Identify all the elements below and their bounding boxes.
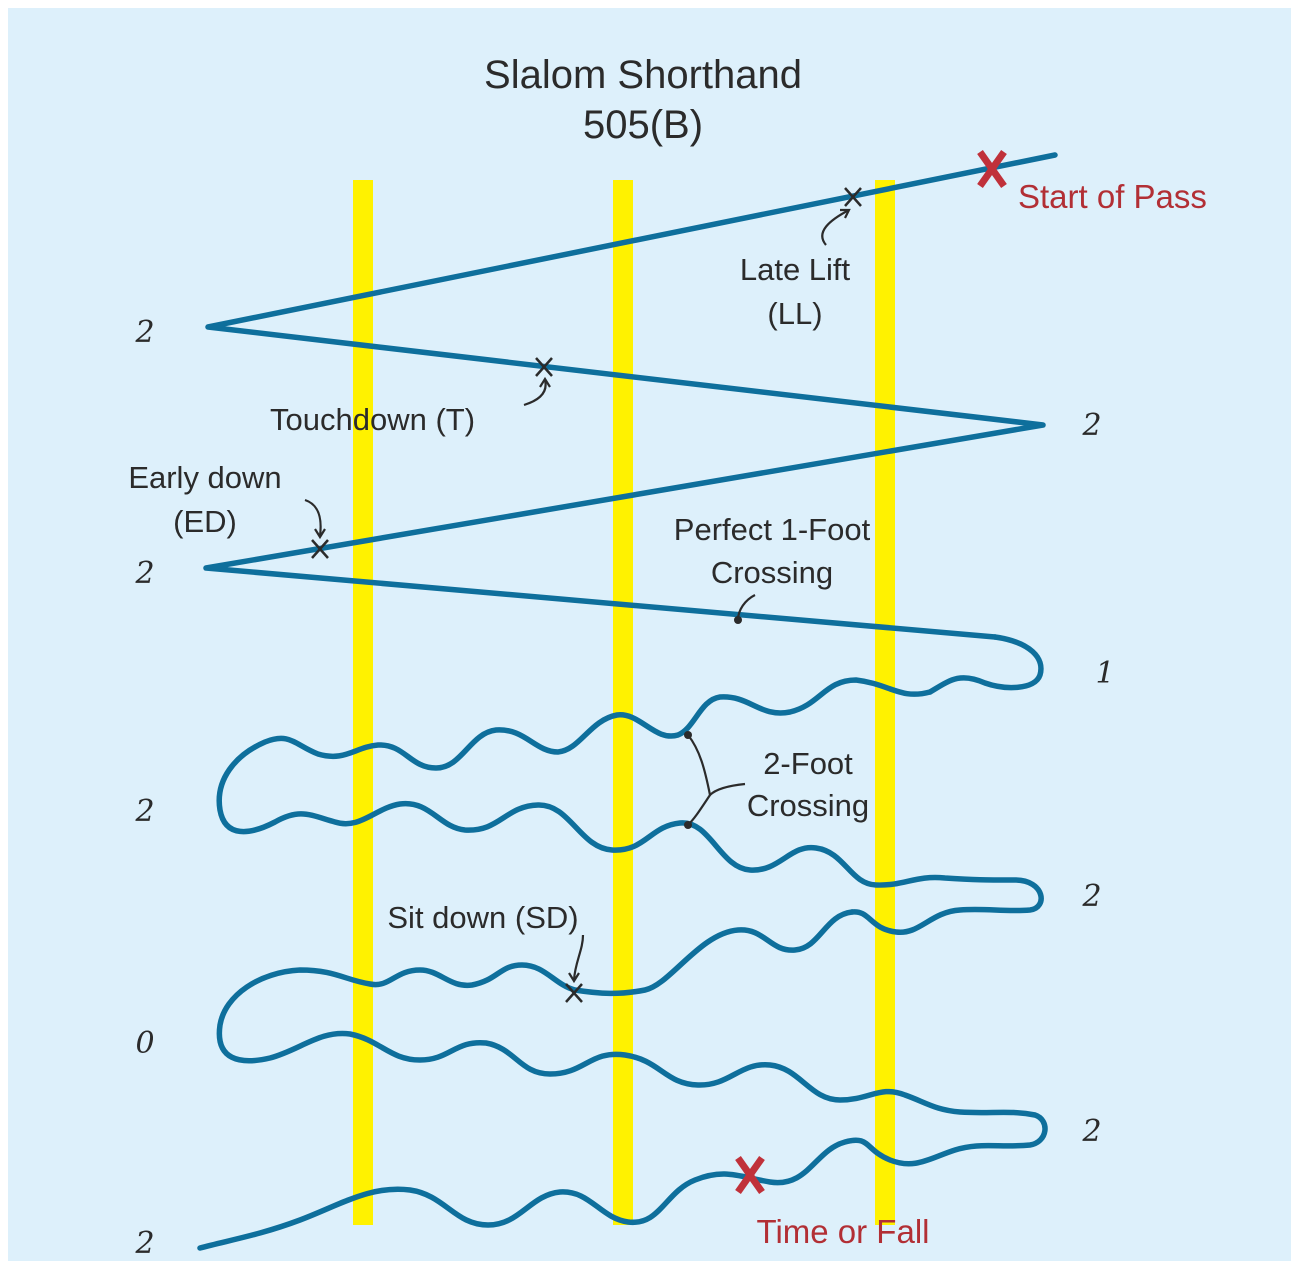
late-lift-arrow bbox=[821, 208, 851, 246]
title-line-2: 505(B) bbox=[583, 103, 703, 147]
late-lift-label-line-1: Late Lift bbox=[740, 252, 851, 287]
time-or-fall-label: Time or Fall bbox=[757, 1213, 930, 1250]
early-down-label-line-2: (ED) bbox=[173, 504, 237, 539]
sit-down-arrow bbox=[568, 934, 585, 984]
perfect-crossing-label-line-1: Perfect 1-Foot bbox=[674, 512, 871, 547]
early-down-label-line-1: Early down bbox=[128, 460, 281, 495]
score-5: 2 bbox=[134, 794, 154, 829]
wavy-path-1 bbox=[216, 677, 1044, 935]
start-of-pass-red-x bbox=[977, 149, 1007, 189]
pole-left bbox=[353, 180, 373, 1225]
score-4: 1 bbox=[1095, 656, 1114, 691]
score-8: 2 bbox=[1081, 1114, 1101, 1149]
sit-down-label: Sit down (SD) bbox=[387, 900, 578, 935]
time-or-fall-red-x bbox=[735, 1155, 765, 1195]
pole-middle bbox=[613, 180, 633, 1225]
touchdown-x-mark bbox=[535, 357, 553, 377]
two-foot-label-line-2: Crossing bbox=[747, 788, 869, 823]
score-6: 2 bbox=[1081, 879, 1101, 914]
two-foot-label-line-1: 2-Foot bbox=[763, 746, 853, 781]
late-lift-label-line-2: (LL) bbox=[767, 296, 822, 331]
score-7: 0 bbox=[135, 1026, 154, 1061]
start-of-pass-label: Start of Pass bbox=[1018, 178, 1207, 215]
perfect-crossing-pointer bbox=[734, 594, 756, 624]
crossing-path-1 bbox=[203, 152, 1058, 640]
touchdown-label: Touchdown (T) bbox=[270, 402, 475, 437]
pole-right bbox=[875, 180, 895, 1225]
late-lift-x-mark bbox=[844, 187, 862, 207]
score-9: 2 bbox=[134, 1226, 154, 1261]
score-3: 2 bbox=[134, 556, 154, 591]
touchdown-arrow bbox=[523, 376, 551, 407]
score-2: 2 bbox=[1081, 408, 1101, 443]
sit-down-x-mark bbox=[565, 983, 583, 1003]
wavy-path-2 bbox=[197, 909, 1048, 1251]
early-down-x-mark bbox=[311, 539, 329, 559]
score-1: 2 bbox=[134, 315, 154, 350]
perfect-crossing-label-line-2: Crossing bbox=[711, 555, 833, 590]
two-foot-bracket bbox=[684, 731, 746, 829]
title-line-1: Slalom Shorthand bbox=[484, 53, 802, 97]
early-down-arrow bbox=[304, 498, 326, 540]
turn-loop-1 bbox=[927, 634, 1044, 695]
